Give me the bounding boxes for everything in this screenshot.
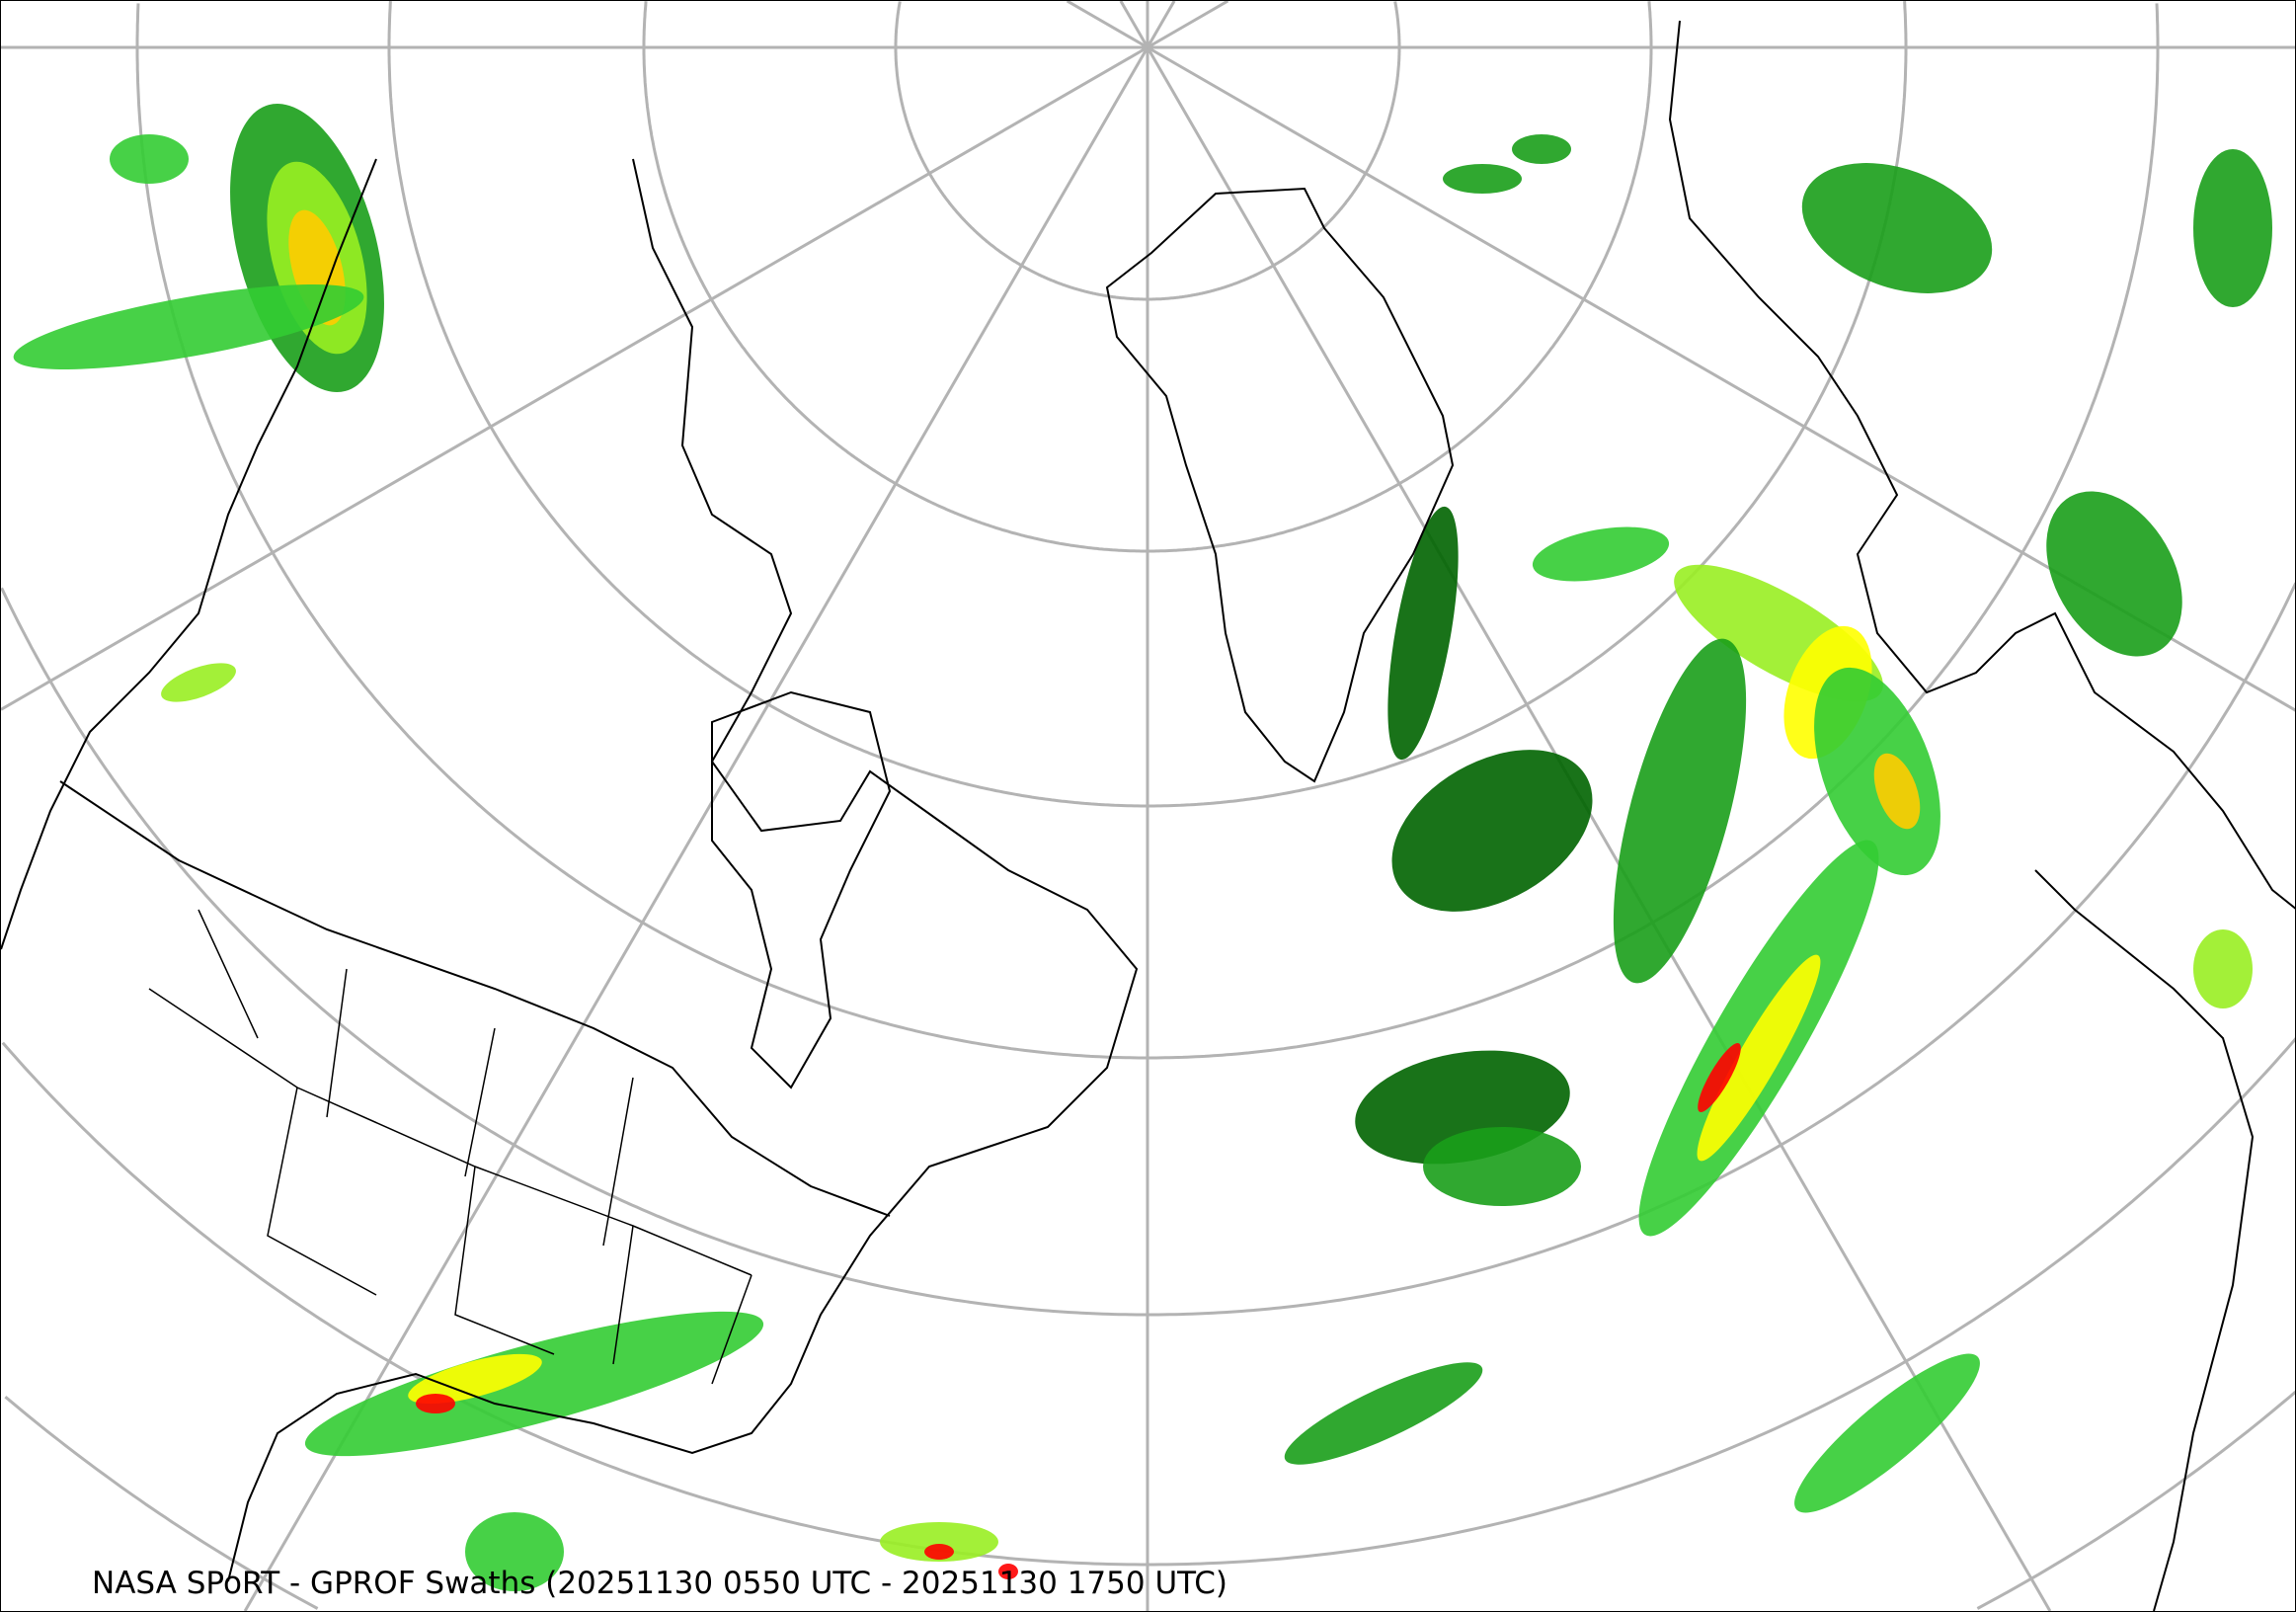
- precip-area: [1387, 506, 1459, 761]
- precip-area: [1423, 1127, 1581, 1206]
- europe-coastline: [1668, 20, 2295, 910]
- latitude-circle: [642, 1, 1653, 553]
- precip-area: [416, 1394, 455, 1413]
- precip-area: [13, 283, 364, 370]
- precip-area: [110, 134, 189, 184]
- precip-area: [2193, 149, 2272, 307]
- meridian-line: [1066, 1, 1148, 49]
- latitude-circle: [135, 3, 2160, 1060]
- precip-area: [1284, 1362, 1483, 1465]
- latitude-circle: [1, 582, 2295, 1317]
- latitude-circle: [894, 1, 1401, 301]
- precip-area: [924, 1544, 954, 1560]
- coastlines-borders: [1, 20, 2295, 1611]
- precip-area: [1801, 163, 1993, 293]
- map-caption: NASA SPoRT - GPROF Swaths (20251130 0550…: [92, 1566, 1227, 1601]
- meridian-line: [1146, 1, 1176, 48]
- precip-area: [161, 663, 236, 702]
- africa-coastline: [2034, 869, 2255, 1611]
- latitude-circle: [1, 1037, 2295, 1567]
- precip-area: [1443, 164, 1522, 194]
- precip-area: [1794, 1353, 1980, 1513]
- precip-area: [1512, 134, 1571, 164]
- precip-area: [1532, 526, 1670, 582]
- greenland-coastline: [1105, 187, 1455, 783]
- hudson-bay: [711, 690, 892, 1089]
- precip-area: [998, 1564, 1018, 1579]
- precip-area: [304, 1311, 764, 1457]
- state-borders: [148, 909, 752, 1385]
- precip-area: [2193, 929, 2253, 1008]
- meridian-line: [1119, 1, 1149, 48]
- precip-area: [1698, 1043, 1741, 1112]
- meridian-line: [1146, 46, 2052, 1611]
- precip-area: [1697, 954, 1821, 1162]
- precip-area: [1391, 750, 1593, 912]
- precip-area: [408, 1353, 542, 1405]
- meridian-line: [243, 46, 1149, 1611]
- meridian-line: [1, 45, 1148, 711]
- precip-area: [465, 1512, 564, 1591]
- west-coast: [1, 158, 377, 950]
- precip-area: [1873, 753, 1921, 830]
- us-canada-border: [59, 780, 891, 1217]
- north-america-coastline: [227, 158, 1139, 1582]
- precip-area: [880, 1522, 998, 1562]
- latitude-circle: [387, 1, 1908, 808]
- meridian-line: [1147, 1, 1229, 49]
- precipitation-swaths: [13, 103, 2272, 1591]
- precip-area: [1613, 638, 1747, 984]
- precip-area: [2046, 491, 2182, 657]
